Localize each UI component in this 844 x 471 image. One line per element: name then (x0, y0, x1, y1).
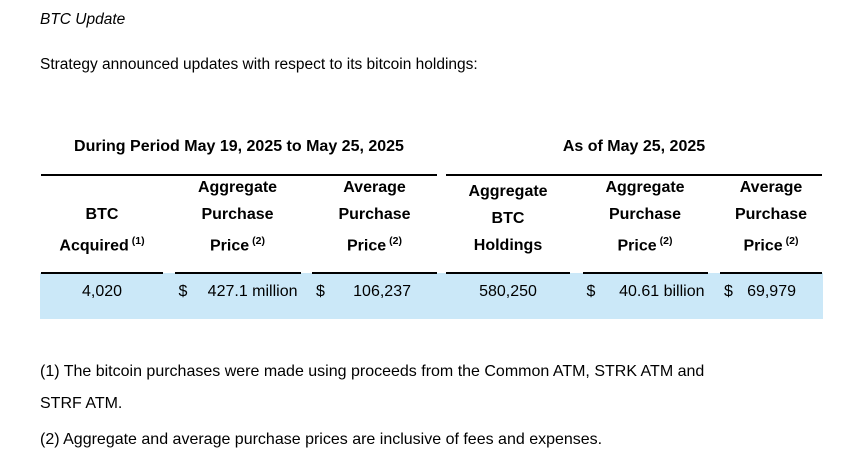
footnote-line: (2) Aggregate and average purchase price… (40, 431, 603, 448)
table-group-asof: As of May 25, 2025 Aggregate BTC Holding… (446, 136, 822, 312)
header-line: Price (2) (617, 234, 673, 254)
header-line: Average (739, 178, 803, 196)
footnote-line: (1) The bitcoin purchases were made usin… (40, 363, 705, 380)
section-title: BTC Update (40, 11, 126, 28)
header-line: Price (2) (743, 234, 799, 254)
cell-value: 427.1 million (207, 283, 298, 300)
footnote-ref: (2) (389, 234, 402, 247)
column-header-average-purchase-price: Average Purchase Price (2) (312, 178, 437, 259)
currency-symbol: $ (724, 283, 733, 300)
header-line: BTC (491, 210, 525, 227)
header-line: Purchase (338, 205, 411, 223)
cell-aggregate-btc-holdings: 580,250 (446, 272, 570, 312)
column-header-aggregate-purchase-price-asof: Aggregate Purchase Price (2) (583, 178, 708, 259)
cell-value: 106,237 (353, 283, 411, 300)
header-line: Holdings (473, 237, 543, 254)
intro-text: Strategy announced updates with respect … (40, 56, 478, 73)
header-line: Purchase (201, 205, 274, 223)
currency-symbol: $ (316, 283, 325, 300)
highlighted-row-band (40, 273, 823, 319)
cell-aggregate-purchase-price-asof: $ 40.61 billion (582, 272, 708, 312)
cell-average-purchase-price: $ 106,237 (312, 272, 437, 312)
column-header-aggregate-btc-holdings: Aggregate BTC Holdings (446, 178, 570, 259)
footnote-2: (2) Aggregate and average purchase price… (40, 424, 830, 456)
cell-average-purchase-price-asof: $ 69,979 (720, 272, 822, 312)
data-row-period: 4,020 $ 427.1 million $ 106,237 (41, 272, 437, 312)
header-line: Price (2) (347, 234, 402, 254)
footnote-ref: (2) (252, 234, 265, 247)
header-line: Average (343, 178, 406, 196)
data-row-asof: 580,250 $ 40.61 billion $ 69,979 (446, 272, 822, 312)
column-headers-period: BTC Acquired (1) Aggregate Purchase Price… (41, 178, 437, 259)
group-header-asof: As of May 25, 2025 (446, 136, 822, 176)
cell-value: 40.61 billion (619, 283, 705, 300)
cell-btc-acquired: 4,020 (41, 272, 163, 312)
column-header-btc-acquired: BTC Acquired (1) (41, 178, 163, 259)
footnote-ref: (2) (659, 234, 673, 247)
column-header-aggregate-purchase-price: Aggregate Purchase Price (2) (175, 178, 301, 259)
header-line: Acquired (1) (59, 234, 145, 254)
header-line: BTC (85, 205, 119, 223)
header-line: Purchase (608, 205, 682, 223)
cell-value: 69,979 (747, 283, 796, 300)
footnote-1: (1) The bitcoin purchases were made usin… (40, 356, 830, 420)
footnote-ref: (1) (131, 234, 145, 247)
currency-symbol: $ (178, 283, 188, 300)
header-line: Aggregate (468, 183, 548, 200)
column-headers-asof: Aggregate BTC Holdings Aggregate Purchas… (446, 178, 822, 259)
footnote-ref: (2) (785, 234, 799, 247)
currency-symbol: $ (586, 283, 596, 300)
column-header-average-purchase-price-asof: Average Purchase Price (2) (720, 178, 822, 259)
header-line: Purchase (734, 205, 808, 223)
cell-aggregate-purchase-price: $ 427.1 million (174, 272, 301, 312)
header-line: Aggregate (197, 178, 278, 196)
footnote-line: STRF ATM. (40, 395, 123, 412)
table-group-period: During Period May 19, 2025 to May 25, 20… (41, 136, 437, 312)
header-line: Aggregate (605, 178, 685, 196)
header-line: Price (2) (210, 234, 265, 254)
group-header-period: During Period May 19, 2025 to May 25, 20… (41, 136, 437, 176)
